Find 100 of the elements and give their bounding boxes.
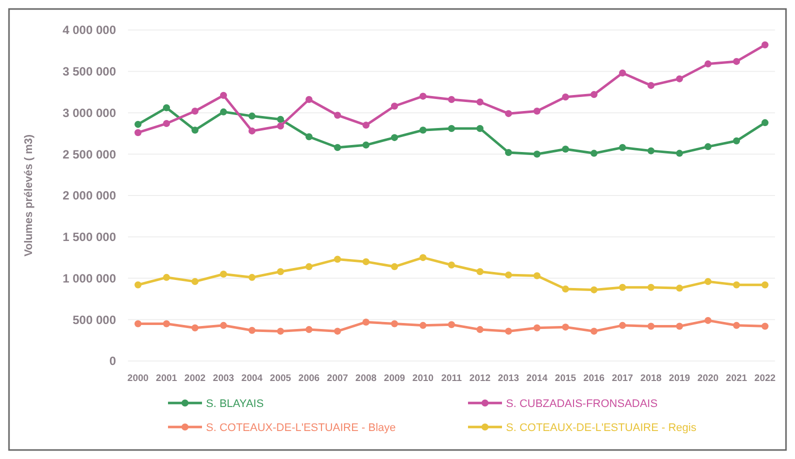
point [704,278,712,286]
point [704,316,712,324]
point [733,281,740,288]
x-tick-label: 2003 [212,373,234,384]
point [334,144,341,152]
point [420,92,426,100]
point [562,286,569,293]
point [134,129,142,136]
x-tick-label: 2007 [326,373,348,384]
point [362,122,370,129]
point [762,41,768,48]
point [248,112,256,120]
point [590,328,598,335]
point [704,60,712,68]
point [134,281,142,288]
point [163,104,170,112]
y-tick-label: 500 000 [72,312,116,327]
point [192,324,198,332]
y-tick-label: 1 500 000 [62,230,116,244]
x-tick-label: 2001 [156,373,178,384]
point [476,326,484,334]
point [562,324,569,331]
point [277,122,284,130]
point [248,326,256,334]
point [534,272,540,280]
x-tick-label: 2013 [498,373,520,384]
x-tick-label: 2002 [184,373,206,384]
point [704,143,712,150]
y-tick-label: 1 000 000 [62,271,116,286]
x-tick-label: 2006 [298,373,320,384]
x-tick-label: 2014 [526,373,548,384]
point [163,120,170,128]
point [590,150,598,157]
point [562,94,569,101]
point [505,271,512,278]
point [134,320,142,328]
point [619,70,626,77]
point [306,96,312,104]
y-tick-label: 3 500 000 [62,64,116,79]
point [192,108,198,115]
point [534,324,540,332]
point [562,146,569,153]
point [590,286,598,294]
point [534,108,540,115]
point [334,328,341,335]
point [362,258,370,266]
point [476,268,484,276]
point [762,119,768,126]
x-tick-label: 2005 [270,373,292,384]
point [277,328,284,335]
point [676,75,683,82]
x-tick-label: 2009 [384,373,406,384]
point [391,320,398,328]
y-tick-label: 0 [109,354,116,368]
y-tick-label: 2 000 000 [62,188,116,203]
point [590,91,598,98]
point [420,126,426,134]
point [505,148,512,156]
point [676,284,683,292]
point [733,322,740,329]
x-tick-label: 2008 [355,373,377,384]
point [277,268,284,276]
x-tick-label: 2010 [412,373,434,384]
point [134,120,142,128]
point [391,102,398,110]
point [448,321,455,328]
point [505,110,512,118]
point [619,322,626,329]
point [306,326,312,334]
point [306,133,312,140]
x-tick-label: 2015 [554,373,577,384]
point [220,270,227,278]
x-tick-label: 2000 [127,373,149,384]
point [619,144,626,152]
point [676,322,683,330]
point [277,116,284,123]
point [334,112,341,119]
point [676,150,683,157]
x-tick-label: 2004 [241,373,264,384]
point [648,82,654,89]
y-tick-label: 3 000 000 [62,106,116,120]
point [163,274,170,281]
point [248,127,256,134]
point [420,322,426,329]
point [220,322,227,329]
point [619,284,626,291]
x-tick-label: 2018 [640,373,662,384]
point [362,142,370,149]
legend-label: S. COTEAUX-DE-L'ESTUAIRE - Regis [506,422,697,434]
point [505,328,512,335]
point [248,274,256,281]
point [391,134,398,142]
point [163,320,170,328]
x-tick-label: 2016 [583,373,605,384]
x-tick-label: 2022 [754,373,776,384]
point [534,150,540,158]
point [334,256,341,263]
x-tick-label: 2011 [441,373,463,384]
point [391,263,398,270]
point [448,262,455,269]
